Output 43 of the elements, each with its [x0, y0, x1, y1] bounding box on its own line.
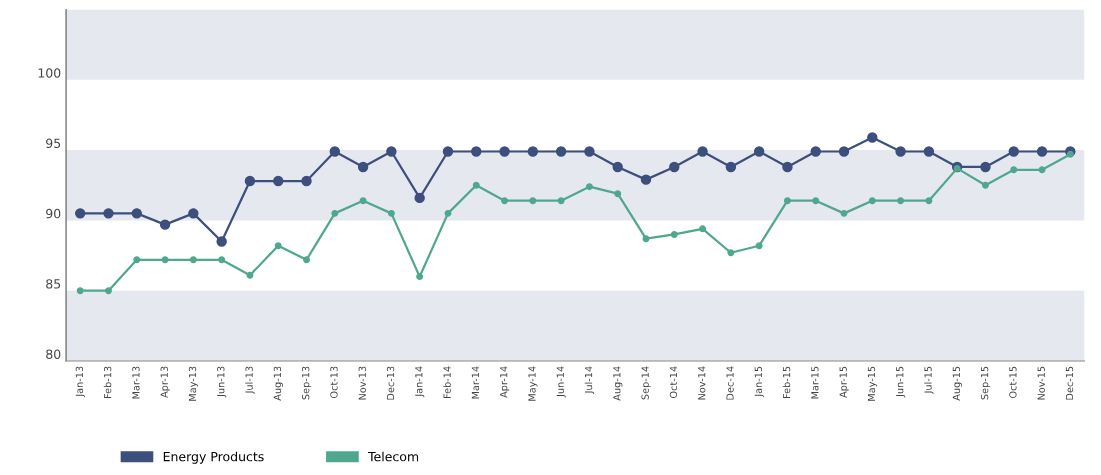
x-tick-label: May-14	[528, 366, 538, 401]
x-tick-label: Sep-14	[641, 366, 651, 400]
x-tick-label: Aug-15	[952, 366, 962, 401]
legend-label: Energy Products	[163, 451, 264, 464]
x-tick-label: Jan-13	[75, 366, 85, 398]
x-tick-label: Dec-13	[386, 366, 395, 400]
x-tick-label: Apr-13	[160, 366, 170, 398]
y-tick-label: 85	[46, 279, 61, 289]
x-tick-label: Dec-15	[1065, 366, 1074, 400]
x-tick-label: May-13	[188, 366, 199, 401]
x-tick-label: Jul-14	[584, 366, 595, 394]
x-tick-label: Oct-15	[1009, 366, 1017, 399]
x-tick-label: Jul-13	[245, 366, 255, 394]
x-tick-label: Apr-14	[500, 366, 510, 398]
x-tick-label: May-15	[867, 366, 878, 401]
x-tick-label: Mar-13	[132, 366, 140, 399]
x-tick-label: Nov-15	[1037, 366, 1045, 400]
x-tick-label: Jul-15	[924, 366, 934, 394]
x-tick-label: Sep-13	[301, 366, 312, 400]
x-tick-label: Apr-15	[839, 366, 849, 398]
legend-label: Telecom	[368, 451, 419, 462]
x-tick-label: Mar-14	[471, 366, 480, 399]
x-tick-label: Nov-13	[358, 366, 366, 400]
x-tick-label: Feb-15	[782, 366, 791, 398]
x-tick-label: Aug-14	[613, 366, 623, 401]
x-tick-label: Sep-15	[980, 366, 991, 400]
x-tick-label: Oct-13	[330, 366, 338, 399]
y-tick-label: 90	[46, 208, 61, 219]
y-tick-label: 95	[46, 138, 61, 148]
y-tick-label: 80	[46, 349, 61, 359]
x-tick-label: Jun-14	[556, 366, 566, 398]
x-tick-label: Feb-14	[443, 366, 451, 398]
x-tick-label: Dec-14	[726, 366, 734, 400]
x-tick-label: Mar-15	[811, 366, 819, 399]
x-tick-label: Nov-14	[698, 366, 706, 400]
x-tick-label: Jun-13	[217, 366, 227, 398]
x-tick-label: Jan-15	[754, 366, 764, 398]
x-tick-label: Feb-13	[103, 366, 112, 398]
y-tick-label: 100	[38, 68, 61, 78]
x-tick-label: Oct-14	[669, 366, 678, 399]
x-tick-label: Jan-14	[415, 366, 425, 398]
x-tick-label: Jun-15	[896, 366, 906, 398]
x-tick-label: Aug-13	[273, 366, 283, 401]
